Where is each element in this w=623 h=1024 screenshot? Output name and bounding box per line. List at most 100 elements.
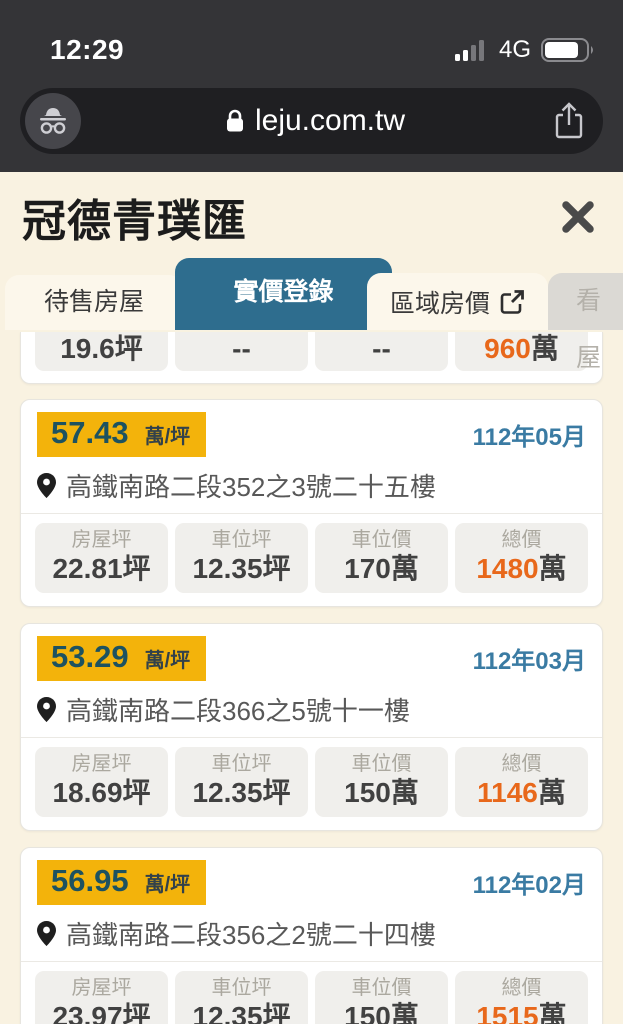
listing-card[interactable]: 56.95 萬/坪 112年02月 高鐵南路二段356之2號二十四樓 房屋坪 2… xyxy=(20,847,603,1024)
listing-card[interactable]: 53.29 萬/坪 112年03月 高鐵南路二段366之5號十一樓 房屋坪 18… xyxy=(20,623,603,831)
listing-card-partial[interactable]: 19.6坪 -- -- 960萬 xyxy=(20,332,603,384)
cell-value: 1146 xyxy=(477,777,538,808)
cell-value: 1480 xyxy=(476,553,539,584)
cell-label: 總價 xyxy=(501,977,542,999)
signal-icon xyxy=(454,39,489,61)
cell-unit: 萬 xyxy=(390,777,419,808)
detail-cell: 19.6坪 xyxy=(35,332,168,371)
listing-card[interactable]: 57.43 萬/坪 112年05月 高鐵南路二段352之3號二十五樓 房屋坪 2… xyxy=(20,399,603,607)
cell-unit: 坪 xyxy=(122,553,151,584)
listing-results: 19.6坪 -- -- 960萬 57.43 萬/坪 112年 xyxy=(0,330,623,1024)
detail-cell-parking-price: 車位價 150萬 xyxy=(315,747,448,817)
location-pin-icon xyxy=(37,697,56,722)
cell-unit: 坪 xyxy=(262,777,291,808)
tab-label: 實價登錄 xyxy=(233,278,334,306)
detail-cell-parking-ping: 車位坪 12.35坪 xyxy=(175,747,308,817)
cell-unit: 萬 xyxy=(530,333,559,364)
detail-cell-house-ping: 房屋坪 18.69坪 xyxy=(35,747,168,817)
cell-label: 車位坪 xyxy=(211,529,272,551)
cell-value: 150 xyxy=(344,777,391,808)
detail-cells: 房屋坪 22.81坪 車位坪 12.35坪 車位價 170萬 總價 1480萬 xyxy=(21,513,602,606)
card-head: 53.29 萬/坪 112年03月 xyxy=(21,624,602,681)
cell-label: 車位價 xyxy=(351,977,412,999)
cell-value: 12.35 xyxy=(192,553,263,584)
cell-value: 23.97 xyxy=(52,1001,123,1024)
cell-label: 車位坪 xyxy=(211,753,272,775)
cell-value: 12.35 xyxy=(192,1001,263,1024)
detail-cell-house-ping: 房屋坪 23.97坪 xyxy=(35,971,168,1024)
tab-actual-price-active[interactable]: 實價登錄 xyxy=(175,258,392,330)
cell-unit: 萬 xyxy=(537,777,566,808)
price-per-ping-badge: 53.29 萬/坪 xyxy=(37,636,207,681)
location-pin-icon xyxy=(37,921,56,946)
tab-label: 看屋 xyxy=(576,287,602,372)
tab-for-sale[interactable]: 待售房屋 xyxy=(5,275,183,330)
detail-cell-parking-ping: 車位坪 12.35坪 xyxy=(175,971,308,1024)
page-title: 冠德青璞匯 xyxy=(22,196,247,246)
url-bar-row: leju.com.tw xyxy=(0,85,623,154)
cell-value: 22.81 xyxy=(52,553,123,584)
detail-cell: -- xyxy=(315,332,448,371)
card-head: 57.43 萬/坪 112年05月 xyxy=(21,400,602,457)
location-pin-icon xyxy=(37,473,56,498)
url-text[interactable]: leju.com.tw xyxy=(254,104,406,137)
address-text: 高鐵南路二段366之5號十一樓 xyxy=(66,696,410,726)
cell-unit: 萬 xyxy=(390,553,419,584)
address-text: 高鐵南路二段356之2號二十四樓 xyxy=(66,920,436,950)
price-per-ping-unit: 萬/坪 xyxy=(144,650,191,672)
cell-value: -- xyxy=(232,333,251,364)
lock-icon xyxy=(225,108,245,134)
tab-area-price[interactable]: 區域房價 xyxy=(367,273,548,330)
detail-cell-house-ping: 房屋坪 22.81坪 xyxy=(35,523,168,593)
external-link-icon xyxy=(499,289,525,315)
cell-value: 1515 xyxy=(476,1001,539,1024)
detail-cell-parking-ping: 車位坪 12.35坪 xyxy=(175,523,308,593)
cell-label: 總價 xyxy=(501,529,542,551)
cell-value: 170 xyxy=(344,553,391,584)
detail-cell-total-price: 總價 1480萬 xyxy=(455,523,588,593)
price-per-ping-value: 57.43 xyxy=(51,415,129,450)
cell-unit: 坪 xyxy=(262,553,291,584)
detail-cells: 房屋坪 23.97坪 車位坪 12.35坪 車位價 150萬 總價 1515萬 xyxy=(21,961,602,1024)
tab-label: 待售房屋 xyxy=(43,288,144,316)
cell-unit: 坪 xyxy=(262,1001,291,1024)
address-row: 高鐵南路二段352之3號二十五樓 xyxy=(21,457,602,513)
share-button[interactable] xyxy=(549,101,589,141)
cell-label: 車位價 xyxy=(351,529,412,551)
network-type-label: 4G xyxy=(498,35,531,63)
close-icon xyxy=(559,198,597,236)
incognito-avatar[interactable] xyxy=(25,93,81,149)
cell-value: 960 xyxy=(484,333,531,364)
cell-label: 房屋坪 xyxy=(71,529,132,551)
address-row: 高鐵南路二段356之2號二十四樓 xyxy=(21,905,602,961)
cell-value: 18.69 xyxy=(52,777,123,808)
cell-value: 150 xyxy=(344,1001,391,1024)
price-per-ping-badge: 57.43 萬/坪 xyxy=(37,412,207,457)
detail-cell-total-price: 總價 1146萬 xyxy=(455,747,588,817)
detail-cell-total-price: 960萬 xyxy=(455,332,588,371)
deal-date: 112年02月 xyxy=(472,872,586,899)
clock: 12:29 xyxy=(50,33,125,65)
share-icon xyxy=(553,101,585,141)
cell-unit: 萬 xyxy=(538,553,567,584)
detail-cells: 房屋坪 18.69坪 車位坪 12.35坪 車位價 150萬 總價 1146萬 xyxy=(21,737,602,830)
cell-value: 12.35 xyxy=(192,777,263,808)
deal-date: 112年03月 xyxy=(472,648,586,675)
incognito-icon xyxy=(36,106,70,136)
cell-label: 房屋坪 xyxy=(71,753,132,775)
cell-unit: 坪 xyxy=(122,1001,151,1024)
browser-chrome: 12:29 4G xyxy=(0,0,623,172)
address-row: 高鐵南路二段366之5號十一樓 xyxy=(21,681,602,737)
price-per-ping-unit: 萬/坪 xyxy=(144,426,191,448)
battery-icon xyxy=(541,37,595,62)
cell-label: 車位坪 xyxy=(211,977,272,999)
tab-watch-house[interactable]: 看屋 xyxy=(548,273,623,372)
address-bar[interactable]: leju.com.tw xyxy=(20,88,603,154)
price-per-ping-unit: 萬/坪 xyxy=(144,874,191,896)
deal-date: 112年05月 xyxy=(472,424,586,451)
detail-cells: 19.6坪 -- -- 960萬 xyxy=(21,332,602,383)
close-button[interactable] xyxy=(555,194,601,240)
page-header: 冠德青璞匯 xyxy=(0,172,623,255)
address-text: 高鐵南路二段352之3號二十五樓 xyxy=(66,472,436,502)
